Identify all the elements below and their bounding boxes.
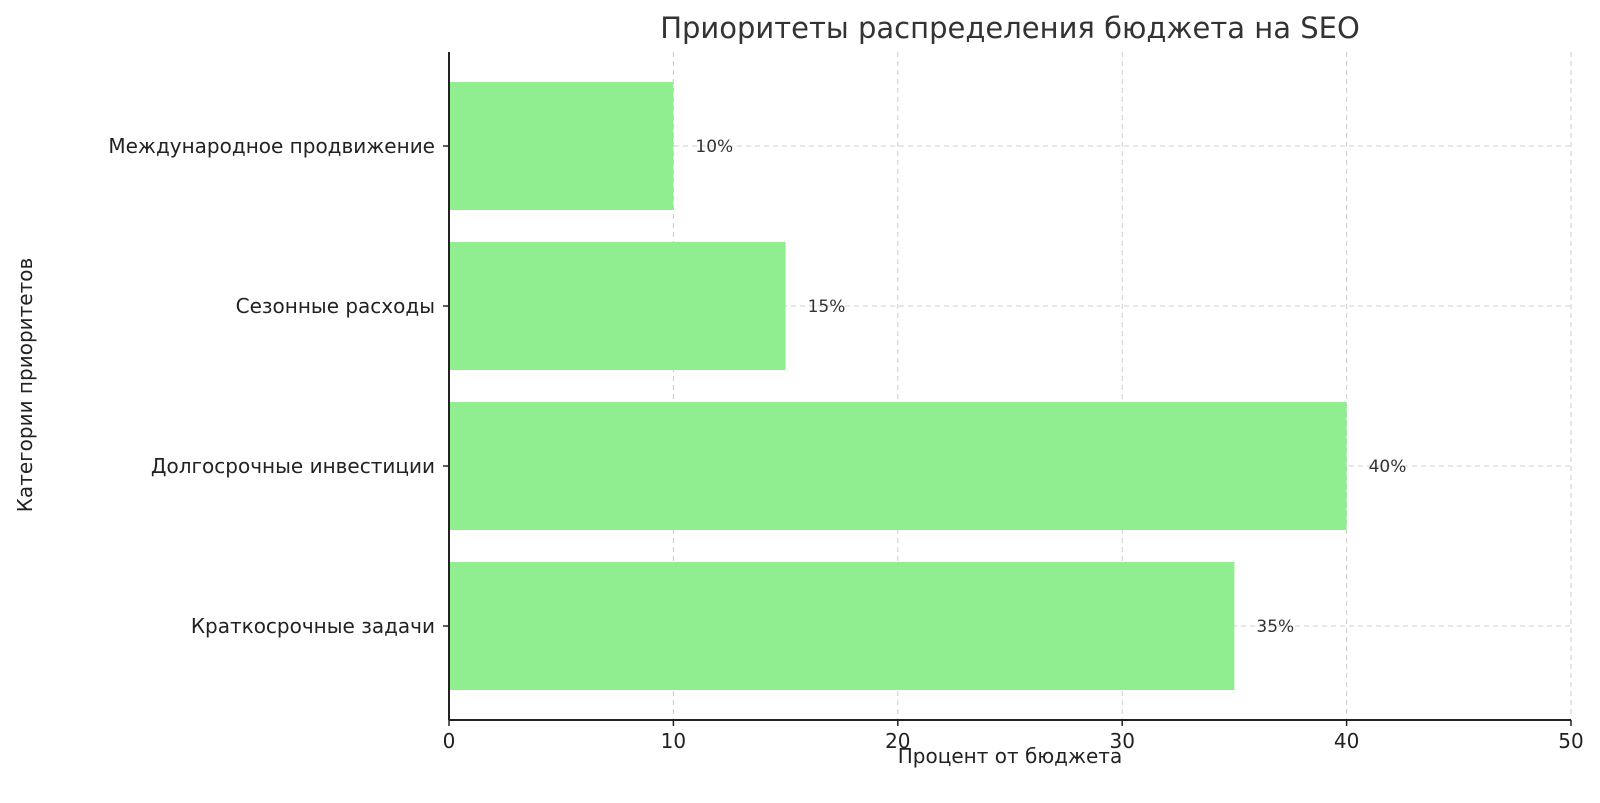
bar [449,562,1235,690]
x-tick-label: 10 [661,729,686,753]
bar [449,402,1347,530]
data-label: 15% [808,297,846,317]
bar [449,242,786,370]
axes: 0 10 20 30 40 50 Краткосрочные задачи Долгосроч… [108,52,1584,753]
bar [449,82,674,210]
x-tick-label: 0 [443,729,456,753]
y-tick-label: Долгосрочные инвестиции [151,454,435,478]
data-label: 10% [695,137,733,157]
y-axis-label: Категории приоритетов [13,258,37,513]
x-tick-label: 30 [1109,729,1134,753]
x-tick-label: 20 [885,729,910,753]
data-label: 35% [1256,617,1294,637]
x-tick-label: 50 [1558,729,1583,753]
data-label: 40% [1369,457,1407,477]
bars: 35% 40% 15% 10% [449,82,1406,690]
y-tick-label: Сезонные расходы [236,294,435,318]
y-tick-label: Международное продвижение [108,134,435,158]
x-axis-label: Процент от бюджета [898,744,1122,768]
y-tick-label: Краткосрочные задачи [191,614,435,638]
x-tick-label: 40 [1334,729,1359,753]
chart-title: Приоритеты распределения бюджета на SEO [660,11,1360,45]
